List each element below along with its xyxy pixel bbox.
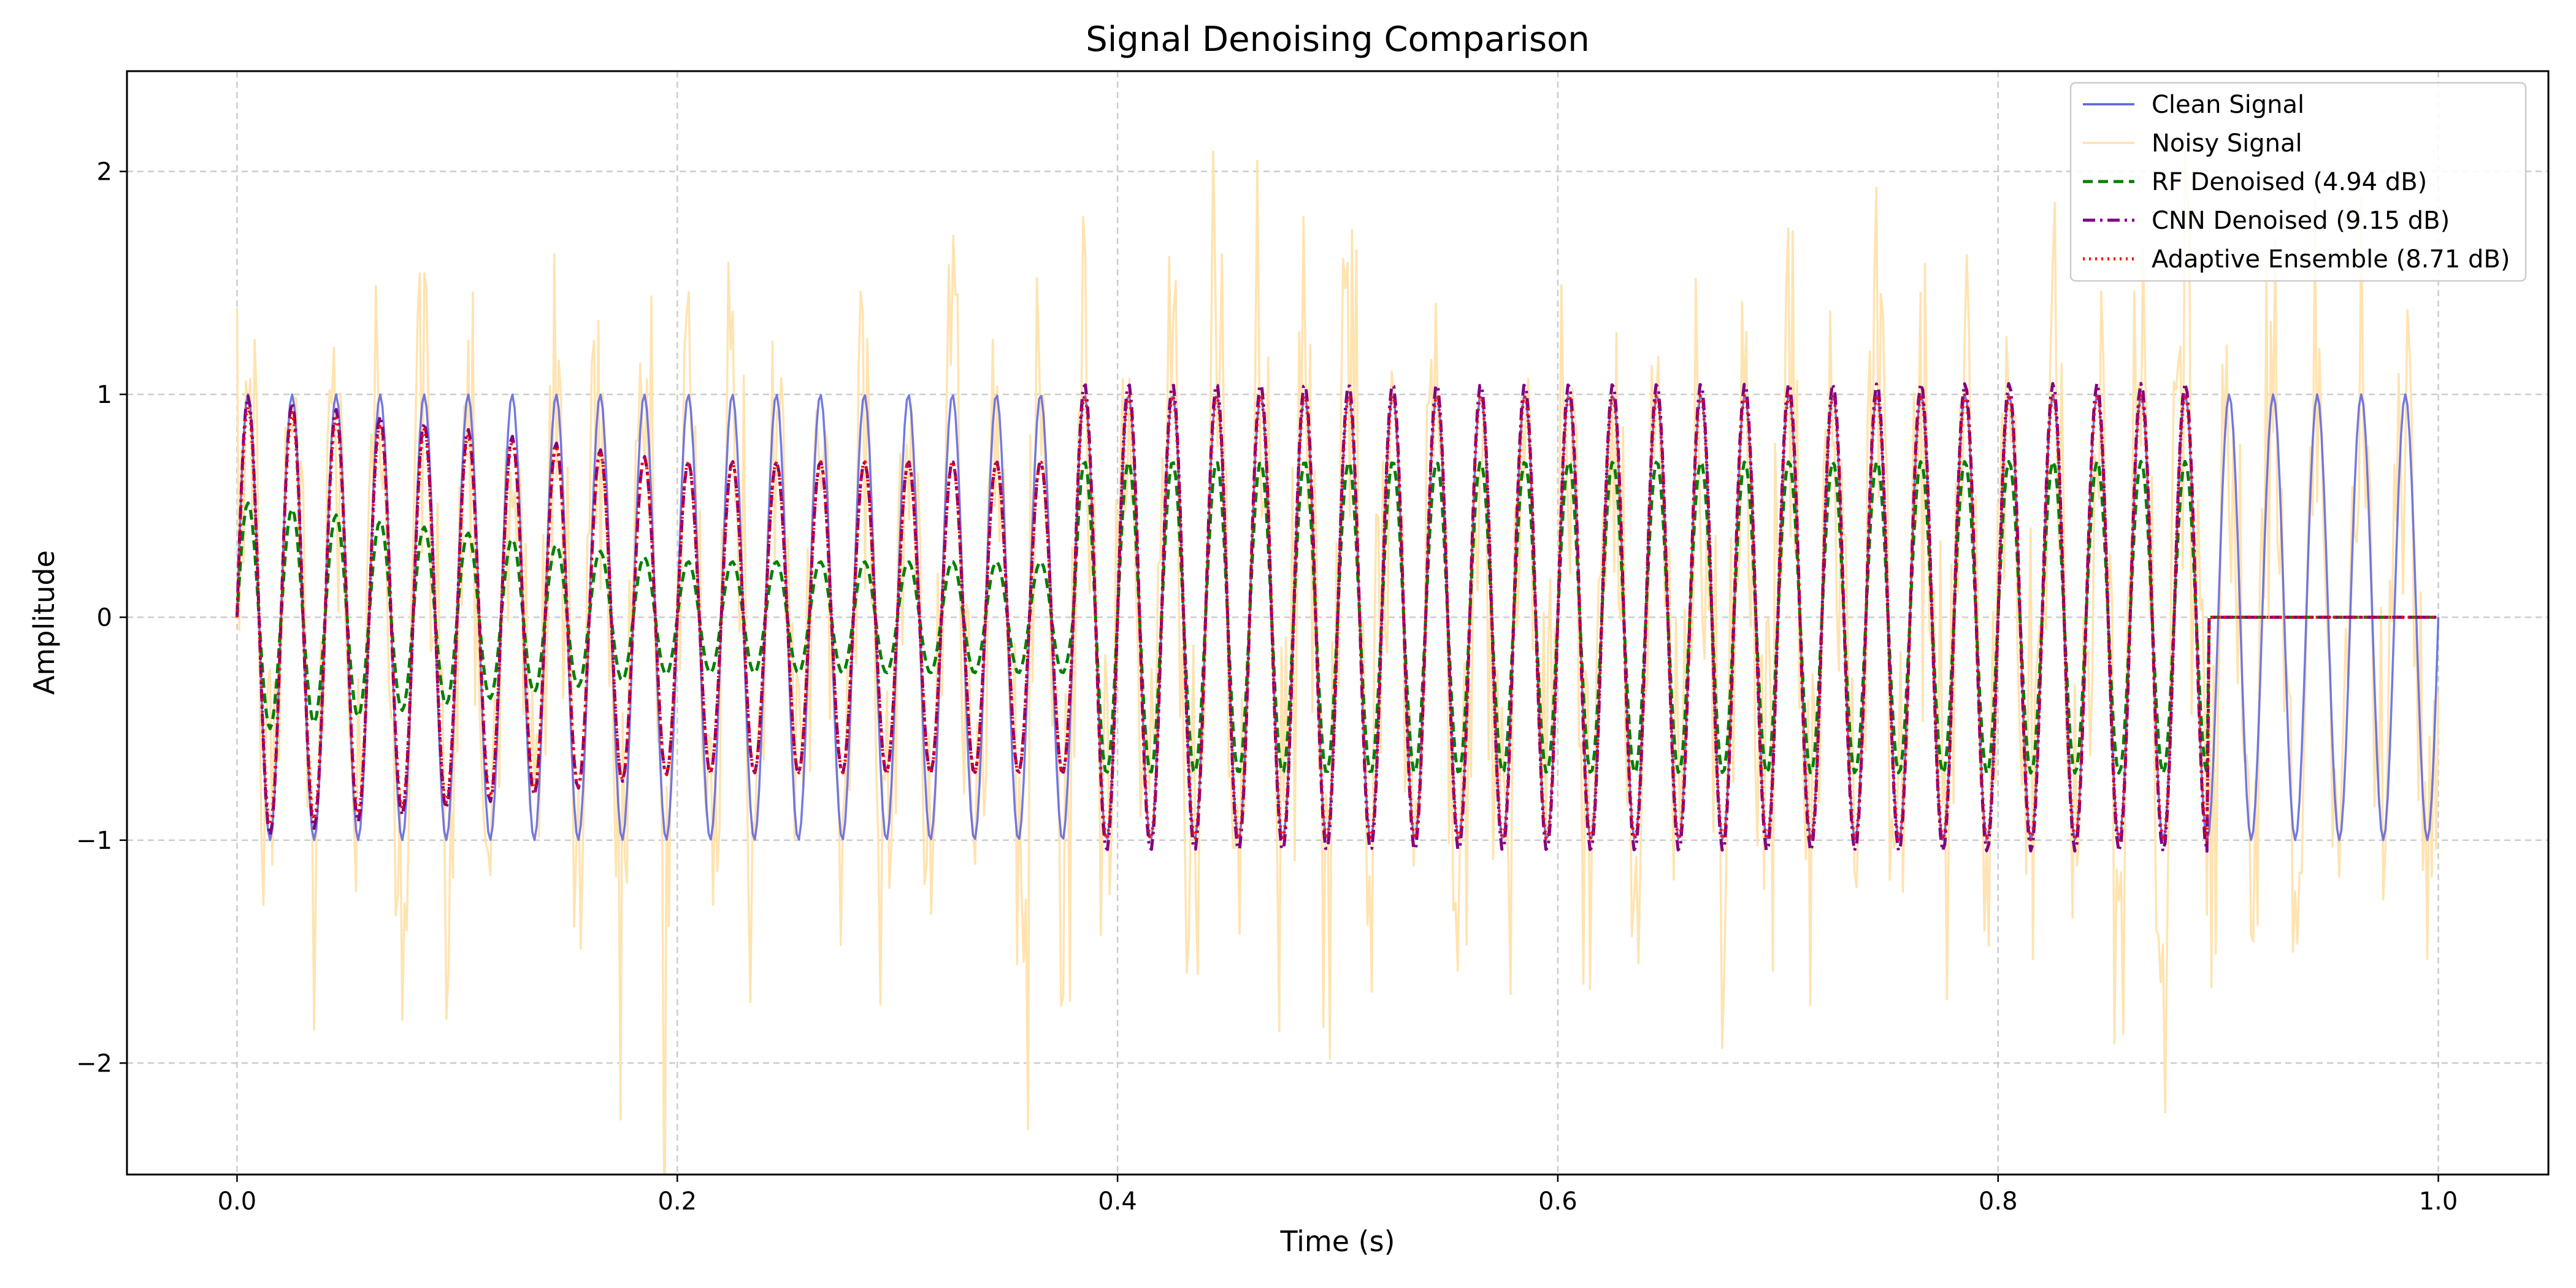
legend-label-2: RF Denoised (4.94 dB): [2152, 168, 2427, 196]
y-axis-ticks: −2 −1 0 1 2: [76, 158, 127, 1078]
chart-title: Signal Denoising Comparison: [1086, 20, 1590, 59]
series-layer: [236, 150, 2440, 1175]
y-tick-label: 1: [97, 381, 112, 409]
plot-frame: [126, 70, 2550, 1176]
y-tick-label: 2: [97, 158, 112, 186]
legend-label-1: Noisy Signal: [2152, 129, 2302, 158]
x-tick-label: 0.0: [218, 1187, 257, 1216]
legend-box: [2069, 82, 2527, 282]
y-axis-label: Amplitude: [28, 550, 61, 695]
x-tick-label: 0.4: [1098, 1187, 1137, 1216]
x-axis-label: Time (s): [1279, 1225, 1395, 1258]
legend-label-0: Clean Signal: [2152, 91, 2304, 119]
x-tick-label: 0.6: [1538, 1187, 1577, 1216]
y-tick-label: −1: [76, 827, 112, 855]
legend-label-4: Adaptive Ensemble (8.71 dB): [2152, 245, 2510, 274]
x-tick-label: 0.8: [1979, 1187, 2018, 1216]
series-line-3: [236, 381, 2439, 853]
x-axis-ticks: 0.0 0.2 0.4 0.6 0.8 1.0: [218, 1175, 2458, 1216]
legend-label-3: CNN Denoised (9.15 dB): [2152, 207, 2450, 235]
legend: Clean Signal Noisy Signal RF Denoised (4.9…: [2069, 82, 2527, 282]
y-tick-label: 0: [97, 604, 112, 632]
x-tick-label: 0.2: [657, 1187, 697, 1216]
y-tick-label: −2: [76, 1049, 112, 1078]
x-tick-label: 1.0: [2419, 1187, 2458, 1216]
